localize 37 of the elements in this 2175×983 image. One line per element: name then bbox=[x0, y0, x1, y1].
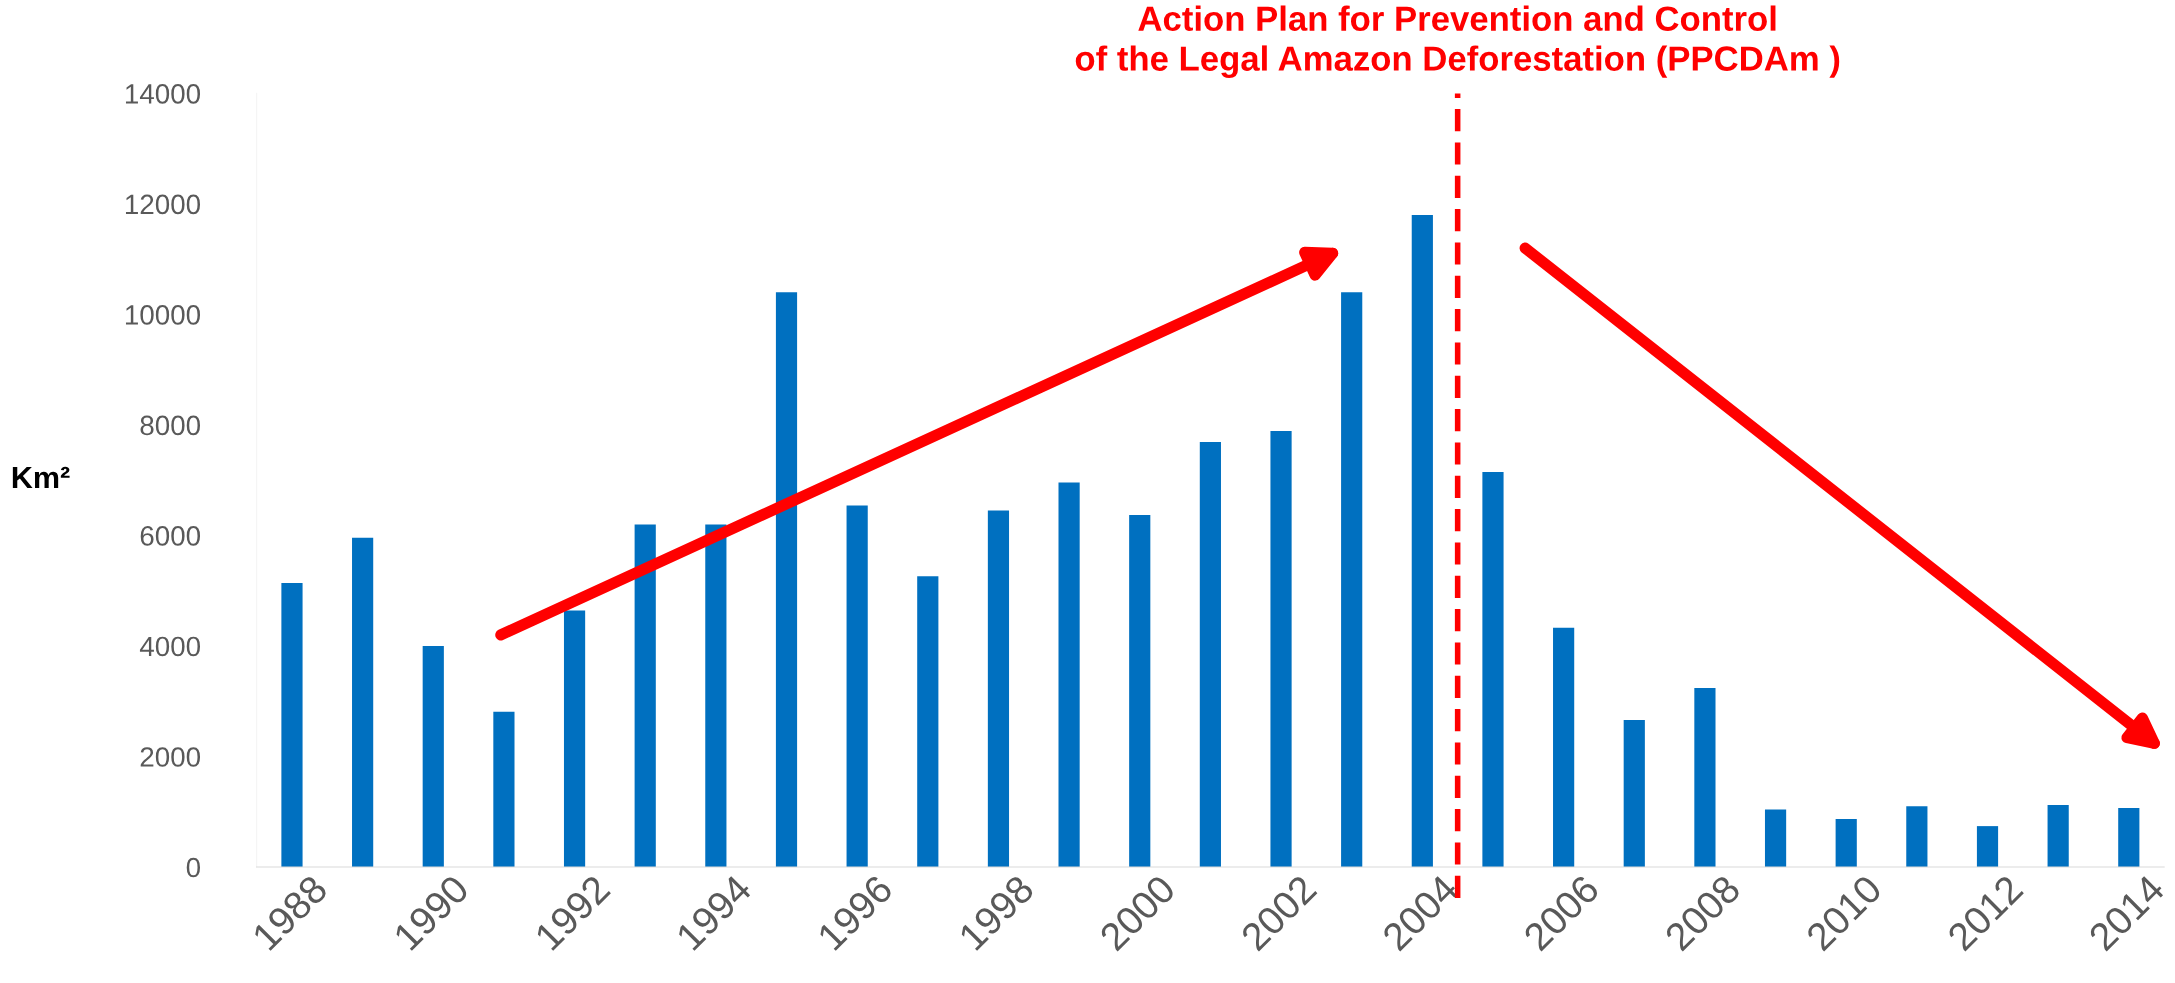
bar bbox=[1694, 687, 1716, 868]
bar bbox=[422, 645, 444, 868]
bar bbox=[1270, 431, 1292, 868]
bar bbox=[281, 582, 303, 868]
bar bbox=[1411, 214, 1433, 868]
y-tick-label: 14000 bbox=[125, 84, 201, 104]
y-tick-label: 0 bbox=[186, 857, 201, 878]
bar bbox=[1058, 482, 1080, 868]
bar bbox=[1906, 806, 1928, 868]
y-tick-label: 8000 bbox=[140, 415, 201, 436]
bar bbox=[917, 576, 939, 868]
bar bbox=[1341, 292, 1363, 868]
bar bbox=[1976, 826, 1999, 868]
y-tick-label: 6000 bbox=[140, 526, 201, 546]
y-tick-label: 12000 bbox=[125, 194, 201, 215]
y-tick-label: 4000 bbox=[139, 636, 201, 657]
bar bbox=[352, 537, 374, 868]
y-axis-title: Km² bbox=[12, 466, 70, 489]
bar bbox=[1553, 627, 1575, 868]
bar bbox=[2047, 805, 2069, 868]
bar bbox=[563, 610, 586, 868]
bar bbox=[1482, 471, 1504, 868]
bar bbox=[1129, 515, 1151, 868]
bar bbox=[705, 524, 727, 868]
bar bbox=[846, 505, 868, 868]
bar bbox=[2118, 807, 2140, 868]
bar bbox=[987, 510, 1010, 868]
bar bbox=[634, 524, 656, 868]
bar bbox=[1623, 720, 1645, 868]
ref-line-label: Action Plan for Prevention and Control of the Legal Amazon Deforestation (PPCDAm ) bbox=[1075, 5, 1840, 78]
bar bbox=[1835, 818, 1857, 868]
bar bbox=[1764, 809, 1787, 868]
y-tick-label: 2000 bbox=[140, 747, 201, 767]
bar bbox=[493, 711, 515, 868]
bar bbox=[1199, 442, 1221, 868]
bar bbox=[775, 292, 798, 868]
y-tick-label: 10000 bbox=[125, 305, 201, 325]
